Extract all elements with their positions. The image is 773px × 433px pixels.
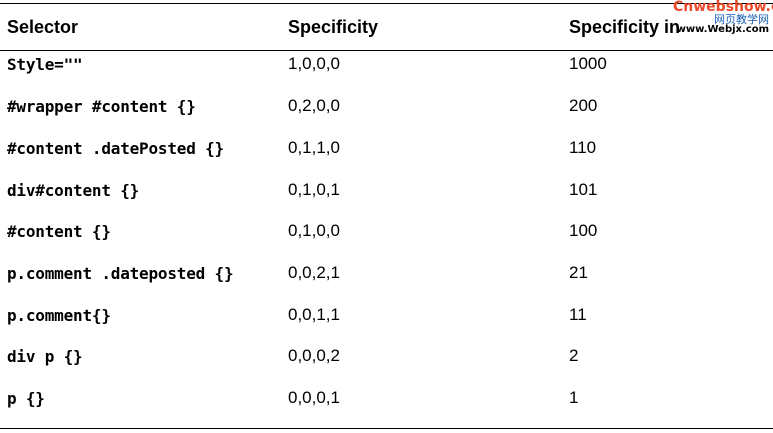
selector-cell: div p {} <box>7 346 83 366</box>
table-row: p.comment .dateposted {} 0,0,2,1 21 <box>0 252 773 294</box>
specificity-value-cell: 101 <box>569 180 598 199</box>
specificity-cell: 1,0,0,0 <box>288 54 340 73</box>
selector-cell: #content {} <box>7 221 111 241</box>
selector-cell: p.comment .dateposted {} <box>7 263 234 283</box>
selector-cell: Style="" <box>7 54 83 74</box>
specificity-cell: 0,0,0,1 <box>288 388 340 407</box>
specificity-value-cell: 1 <box>569 388 579 407</box>
specificity-value-cell: 1000 <box>569 54 607 73</box>
watermark-site: Cnwebshow.com <box>673 0 773 15</box>
table-top-rule <box>0 3 773 4</box>
specificity-cell: 0,1,0,1 <box>288 180 340 199</box>
selector-cell: #wrapper #content {} <box>7 96 196 116</box>
site-watermark: Cnwebshow.com 网页教学网 www.Webjx.com <box>673 0 773 36</box>
specificity-cell: 0,1,0,0 <box>288 221 340 240</box>
specificity-cell: 0,0,1,1 <box>288 305 340 324</box>
table-header-rule <box>0 50 773 51</box>
header-specificity: Specificity <box>288 16 379 37</box>
specificity-value-cell: 11 <box>569 305 587 324</box>
specificity-value-cell: 2 <box>569 346 579 365</box>
specificity-value-cell: 200 <box>569 96 598 115</box>
selector-cell: p {} <box>7 388 45 408</box>
table-header-row: Selector Specificity Specificity in <box>0 5 773 49</box>
selector-cell: p.comment{} <box>7 305 111 325</box>
header-specificity-in: Specificity in <box>569 16 681 37</box>
specificity-cell: 0,0,0,2 <box>288 346 340 365</box>
selector-cell: #content .datePosted {} <box>7 138 224 158</box>
table-row: p {} 0,0,0,1 1 <box>0 377 773 419</box>
table-row: p.comment{} 0,0,1,1 11 <box>0 294 773 336</box>
table-row: #wrapper #content {} 0,2,0,0 200 <box>0 85 773 127</box>
table-row: div p {} 0,0,0,2 2 <box>0 335 773 377</box>
selector-cell: div#content {} <box>7 180 140 200</box>
watermark-url: www.Webjx.com <box>676 24 769 35</box>
table-row: #content .datePosted {} 0,1,1,0 110 <box>0 127 773 169</box>
specificity-value-cell: 100 <box>569 221 598 240</box>
table-row: #content {} 0,1,0,0 100 <box>0 210 773 252</box>
specificity-cell: 0,2,0,0 <box>288 96 340 115</box>
specificity-value-cell: 21 <box>569 263 588 282</box>
specificity-cell: 0,0,2,1 <box>288 263 340 282</box>
table-row: div#content {} 0,1,0,1 101 <box>0 169 773 211</box>
header-selector: Selector <box>7 16 79 37</box>
specificity-cell: 0,1,1,0 <box>288 138 340 157</box>
watermark-cn-text: 网页教学网 <box>714 13 769 26</box>
table-row: Style="" 1,0,0,0 1000 <box>0 43 773 85</box>
specificity-value-cell: 110 <box>569 138 597 157</box>
table-bottom-rule <box>0 428 773 429</box>
